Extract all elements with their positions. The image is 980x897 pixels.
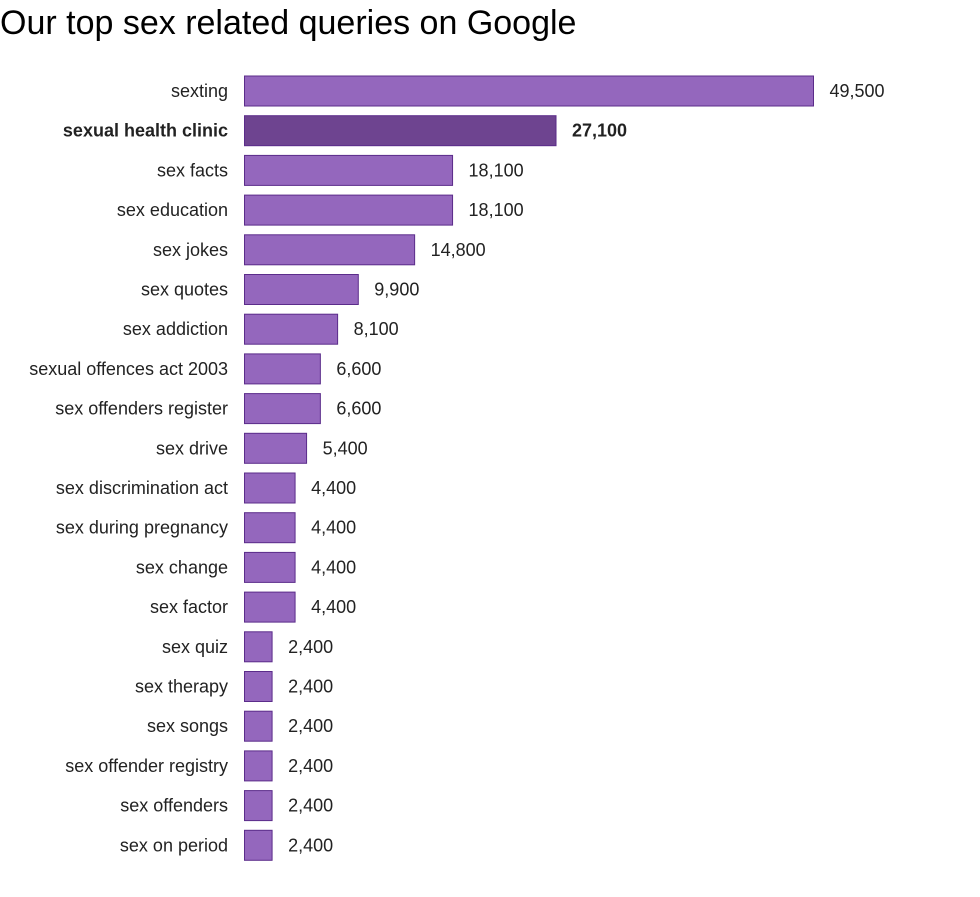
- bar: [244, 472, 296, 504]
- category-label: sex discrimination act: [56, 478, 228, 498]
- value-label: 4,400: [311, 557, 356, 577]
- value-labels: 49,500 27,100 18,100 18,100 14,800 9,900 8,100…: [288, 81, 884, 855]
- category-label: sex quotes: [141, 280, 228, 300]
- bar: [244, 631, 273, 663]
- category-label: sex songs: [147, 716, 228, 736]
- bar: [244, 551, 296, 583]
- value-label: 4,400: [311, 597, 356, 617]
- category-label: sex offenders register: [55, 399, 228, 419]
- bar: [244, 750, 273, 782]
- value-label: 2,400: [288, 637, 333, 657]
- category-label: sexual offences act 2003: [29, 359, 228, 379]
- bar: [244, 710, 273, 742]
- value-label: 4,400: [311, 518, 356, 538]
- category-label: sex drive: [156, 438, 228, 458]
- category-label: sex offenders: [120, 796, 228, 816]
- bar: [244, 154, 454, 186]
- bar: [244, 432, 308, 464]
- value-label: 27,100: [572, 121, 627, 141]
- bars-layer: [244, 75, 814, 861]
- bar: [244, 274, 359, 305]
- category-label: sexting: [171, 81, 228, 101]
- category-label: sex on period: [120, 835, 228, 855]
- value-label: 49,500: [830, 81, 885, 101]
- value-label: 2,400: [288, 716, 333, 736]
- category-label: sex change: [136, 557, 228, 577]
- bar: [244, 512, 296, 544]
- category-label: sex addiction: [123, 319, 228, 339]
- value-label: 18,100: [469, 160, 524, 180]
- category-label: sex offender registry: [65, 756, 228, 776]
- bar: [244, 591, 296, 623]
- value-label: 4,400: [311, 478, 356, 498]
- bar: [244, 671, 273, 702]
- category-label: sexual health clinic: [63, 121, 228, 141]
- value-label: 5,400: [323, 438, 368, 458]
- category-label: sex jokes: [153, 240, 228, 260]
- category-label: sex during pregnancy: [56, 518, 228, 538]
- bar: [244, 115, 557, 147]
- bar: [244, 234, 416, 266]
- category-labels: sexting sexual health clinic sex facts sex …: [29, 81, 228, 855]
- value-label: 2,400: [288, 677, 333, 697]
- value-label: 2,400: [288, 756, 333, 776]
- category-label: sex factor: [150, 597, 228, 617]
- category-label: sex education: [117, 200, 228, 220]
- bar: [244, 393, 321, 425]
- chart-title: Our top sex related queries on Google: [0, 4, 577, 42]
- category-label: sex quiz: [162, 637, 228, 657]
- bar: [244, 829, 273, 861]
- value-label: 14,800: [431, 240, 486, 260]
- bar: [244, 353, 321, 385]
- category-label: sex facts: [157, 160, 228, 180]
- value-label: 2,400: [288, 796, 333, 816]
- bar: [244, 194, 454, 226]
- value-label: 2,400: [288, 835, 333, 855]
- bar: [244, 313, 339, 345]
- category-label: sex therapy: [135, 677, 228, 697]
- value-label: 8,100: [354, 319, 399, 339]
- value-label: 9,900: [374, 280, 419, 300]
- bar: [244, 790, 273, 822]
- value-label: 6,600: [336, 399, 381, 419]
- value-label: 6,600: [336, 359, 381, 379]
- bar: [244, 75, 814, 107]
- value-label: 18,100: [469, 200, 524, 220]
